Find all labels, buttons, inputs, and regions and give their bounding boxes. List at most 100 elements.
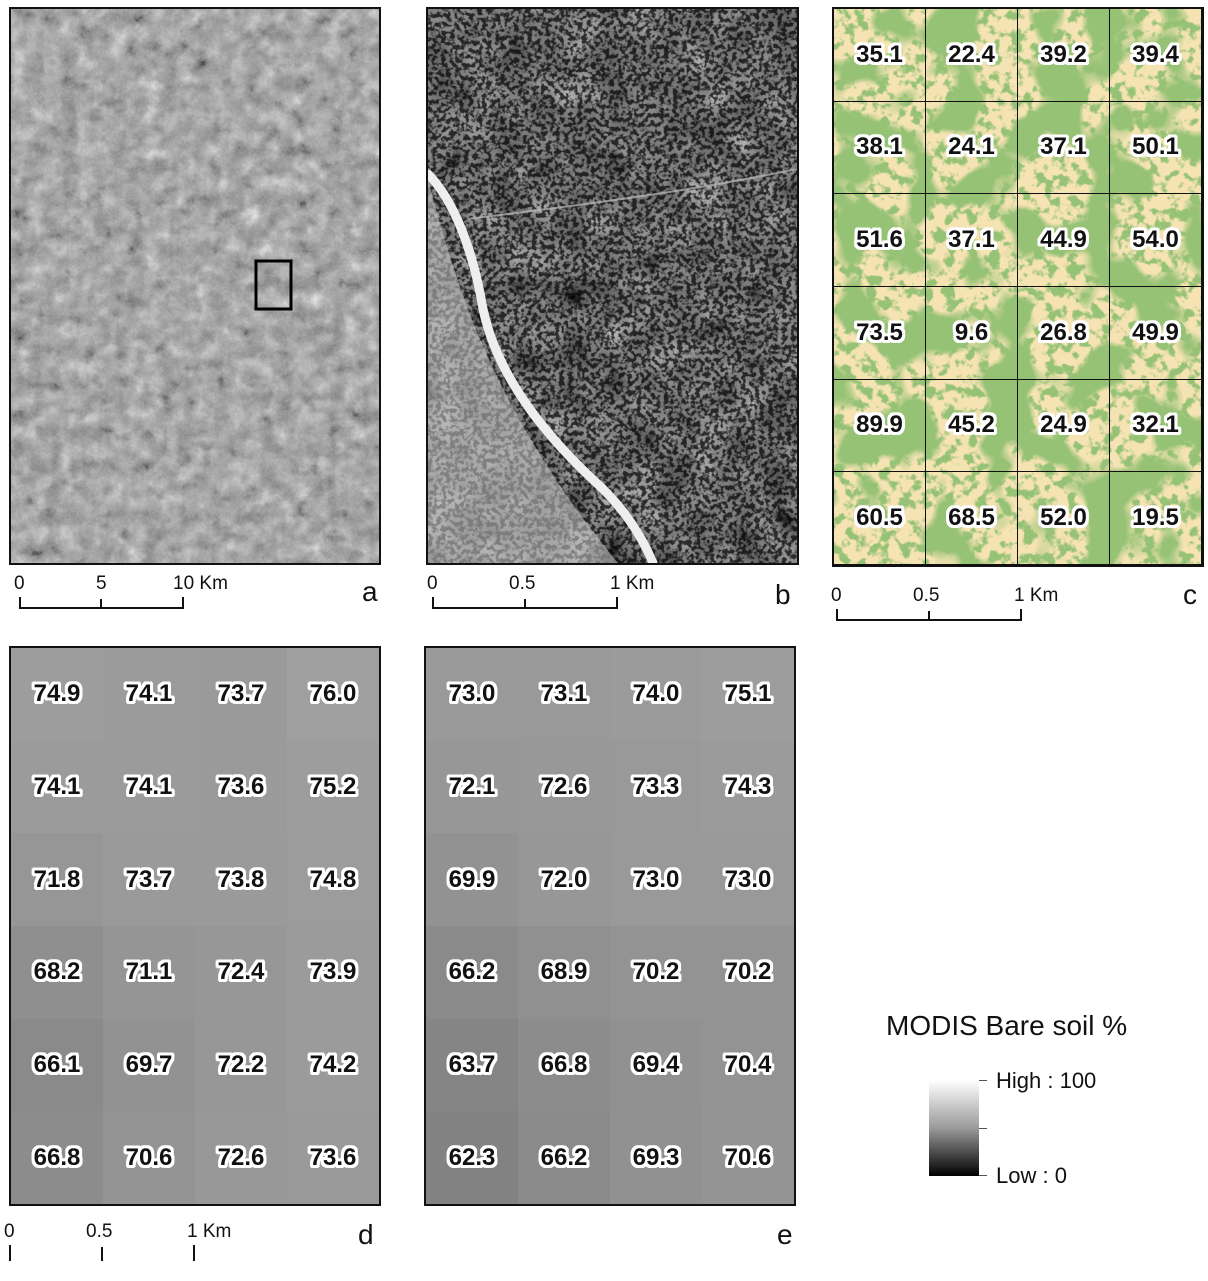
grid-cell: 39.4: [1110, 9, 1202, 102]
scale-tick-label-0: 0: [427, 573, 438, 594]
classification-image-c: [834, 9, 1202, 565]
grid-cell: 69.9: [426, 833, 518, 926]
scale-tick-label-0: 0: [14, 573, 25, 594]
cell-value-label: 73.7: [125, 865, 173, 893]
grid-cell: 63.7: [426, 1018, 518, 1112]
cell-value-label: 26.8: [1040, 318, 1087, 346]
grid-cell: 74.9: [11, 648, 103, 741]
grid-cell: 74.2: [287, 1018, 379, 1112]
grid-cell: 72.6: [195, 1111, 287, 1204]
grid-cell: 73.5: [834, 287, 926, 380]
study-area-box: [254, 259, 293, 311]
cell-value-label: 74.1: [125, 680, 173, 708]
grid-cell: 68.2: [11, 926, 103, 1019]
cell-value-label: 22.4: [948, 40, 995, 68]
cell-value-label: 73.3: [632, 772, 680, 800]
cell-value-label: 44.9: [1040, 226, 1087, 254]
cell-value-label: 39.2: [1040, 40, 1087, 68]
grid-cell: 73.6: [195, 740, 287, 834]
grid-cell: 73.8: [195, 833, 287, 926]
cell-value-label: 24.9: [1040, 411, 1087, 439]
panel-letter-d: d: [358, 1219, 374, 1250]
grid-cell: 72.4: [195, 926, 287, 1019]
grid-cell: 66.8: [518, 1018, 610, 1112]
grid-cell: 70.6: [702, 1111, 794, 1204]
grid-cell: 72.0: [518, 833, 610, 926]
cell-value-label: 37.1: [1040, 133, 1087, 161]
cell-value-label: 66.2: [540, 1143, 588, 1171]
grid-cell: 70.6: [103, 1111, 195, 1204]
grid-cell: 66.1: [11, 1018, 103, 1112]
cell-value-label: 74.8: [309, 865, 357, 893]
cell-value-label: 54.0: [1132, 226, 1179, 254]
grid-cell: 89.9: [834, 379, 926, 473]
cell-value-label: 62.3: [448, 1143, 496, 1171]
legend-color-ramp: [929, 1080, 979, 1176]
cell-value-label: 63.7: [448, 1050, 496, 1078]
cell-value-label: 75.1: [724, 680, 772, 708]
satellite-image-a: [11, 9, 379, 563]
cell-value-label: 69.4: [632, 1050, 680, 1078]
grid-cell: 74.1: [103, 740, 195, 834]
panel-letter-e: e: [777, 1219, 793, 1250]
cell-value-label: 71.1: [125, 958, 173, 986]
cell-value-label: 71.8: [33, 865, 81, 893]
grid-cell: 68.9: [518, 926, 610, 1019]
cell-value-label: 70.2: [632, 958, 680, 986]
cell-value-label: 38.1: [856, 133, 903, 161]
grid-cell: 9.6: [926, 287, 1018, 380]
grid-cell: 73.0: [610, 833, 702, 926]
grid-cell: 44.9: [1018, 194, 1110, 287]
satellite-image-b: [428, 9, 797, 563]
grid-cell: 73.0: [426, 648, 518, 741]
grid-cell: 19.5: [1110, 472, 1202, 565]
panel-letter-a: a: [362, 576, 378, 607]
scale-tick-label-end: 1 Km: [610, 573, 655, 594]
cell-value-label: 73.5: [856, 318, 903, 346]
cell-value-label: 35.1: [856, 40, 903, 68]
cell-value-label: 73.8: [217, 865, 265, 893]
grid-cell: 73.3: [610, 740, 702, 834]
cell-value-label: 72.0: [540, 865, 588, 893]
cell-value-label: 66.8: [540, 1050, 588, 1078]
cell-value-label: 37.1: [948, 226, 995, 254]
grid-cell: 74.1: [103, 648, 195, 741]
cell-value-label: 73.7: [217, 680, 265, 708]
scale-tick-label-end: 10 Km: [173, 573, 228, 594]
cell-value-label: 9.6: [954, 318, 989, 346]
scale-tick-label-mid: 5: [96, 573, 107, 594]
cell-value-label: 66.2: [448, 958, 496, 986]
grid-cell: 70.4: [702, 1018, 794, 1112]
grid-cell: 74.1: [11, 740, 103, 834]
cell-value-label: 72.2: [217, 1050, 265, 1078]
cell-value-label: 68.5: [948, 504, 995, 532]
grid-cell: 49.9: [1110, 287, 1202, 380]
cell-value-label: 72.6: [217, 1143, 265, 1171]
grid-cell: 73.7: [103, 833, 195, 926]
grid-cell: 24.1: [926, 101, 1018, 195]
grid-cell: 74.3: [702, 740, 794, 834]
grid-cell: 54.0: [1110, 194, 1202, 287]
grid-cell: 45.2: [926, 379, 1018, 473]
grid-cell: 74.0: [610, 648, 702, 741]
scalebar-a: 0 5 10 Km: [14, 573, 279, 633]
modis-panel-e: 73.0 73.1 74.0 75.1 72.1 72.6 73.3 74.3 69.9 72.0…: [424, 646, 796, 1206]
legend-title: MODIS Bare soil %: [886, 1010, 1128, 1041]
grid-cell: 71.1: [103, 926, 195, 1019]
cell-value-label: 89.9: [856, 411, 903, 439]
grid-cell: 75.2: [287, 740, 379, 834]
cell-value-label: 74.9: [33, 680, 81, 708]
grid-cell: 37.1: [926, 194, 1018, 287]
cell-value-label: 74.0: [632, 680, 680, 708]
cell-value-label: 70.4: [724, 1050, 772, 1078]
cell-value-label: 73.9: [309, 958, 357, 986]
grid-cell: 73.0: [702, 833, 794, 926]
scale-tick-label-mid: 0.5: [509, 573, 536, 594]
cell-value-label: 76.0: [309, 680, 357, 708]
scalebar-d: 0 0.5 1 Km: [4, 1221, 269, 1281]
grid-cell: 32.1: [1110, 379, 1202, 473]
cell-value-label: 70.2: [724, 958, 772, 986]
cell-value-label: 74.3: [724, 772, 772, 800]
cell-value-label: 66.8: [33, 1143, 81, 1171]
cell-value-label: 69.9: [448, 865, 496, 893]
